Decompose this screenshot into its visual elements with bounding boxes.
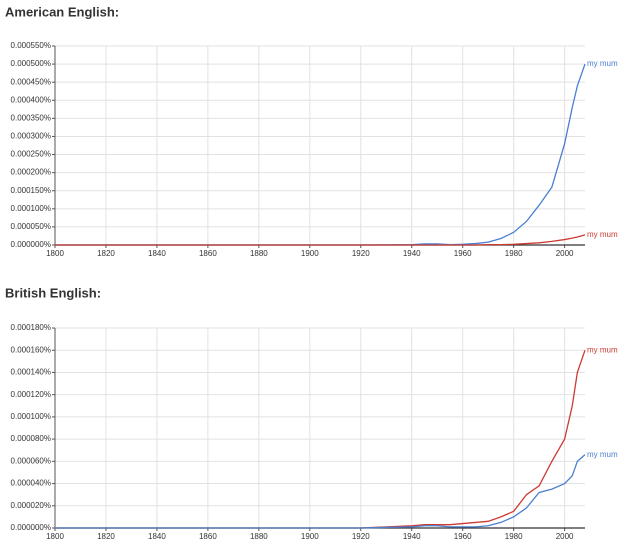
y-tick-label: 0.000150% xyxy=(11,186,51,195)
x-tick-label: 1880 xyxy=(250,532,268,541)
y-tick-label: 0.000160% xyxy=(11,345,51,354)
x-tick-label: 1940 xyxy=(403,249,421,258)
series-label: my mum xyxy=(587,345,618,354)
x-tick-label: 1980 xyxy=(505,249,523,258)
x-tick-label: 1960 xyxy=(454,249,472,258)
y-tick-label: 0.000550% xyxy=(11,41,51,50)
x-tick-label: 1840 xyxy=(148,249,166,258)
y-tick-label: 0.000180% xyxy=(11,323,51,332)
series-label: my mum xyxy=(587,450,618,459)
x-tick-label: 1940 xyxy=(403,532,421,541)
x-tick-label: 1800 xyxy=(46,249,64,258)
x-tick-label: 1860 xyxy=(199,249,217,258)
x-tick-label: 1840 xyxy=(148,532,166,541)
y-tick-label: 0.000040% xyxy=(11,479,51,488)
y-tick-label: 0.000120% xyxy=(11,390,51,399)
x-tick-label: 1860 xyxy=(199,532,217,541)
y-tick-label: 0.000200% xyxy=(11,168,51,177)
x-tick-label: 1900 xyxy=(301,249,319,258)
series-line xyxy=(55,454,586,529)
y-tick-label: 0.000050% xyxy=(11,222,51,231)
y-tick-label: 0.000250% xyxy=(11,150,51,159)
y-tick-label: 0.000100% xyxy=(11,204,51,213)
y-tick-label: 0.000300% xyxy=(11,132,51,141)
y-tick-label: 0.000140% xyxy=(11,368,51,377)
y-tick-label: 0.000020% xyxy=(11,501,51,510)
x-tick-label: 1980 xyxy=(505,532,523,541)
y-tick-label: 0.000500% xyxy=(11,59,51,68)
y-tick-label: 0.000400% xyxy=(11,95,51,104)
x-tick-label: 1920 xyxy=(352,532,370,541)
x-tick-label: 1820 xyxy=(97,249,115,258)
series-line xyxy=(55,234,586,246)
x-tick-label: 1800 xyxy=(46,532,64,541)
y-tick-label: 0.000450% xyxy=(11,77,51,86)
x-tick-label: 1900 xyxy=(301,532,319,541)
y-tick-label: 0.000060% xyxy=(11,456,51,465)
y-tick-label: 0.000000% xyxy=(11,523,51,532)
x-tick-label: 2000 xyxy=(556,249,574,258)
x-tick-label: 1820 xyxy=(97,532,115,541)
y-tick-label: 0.000000% xyxy=(11,240,51,249)
x-tick-label: 1880 xyxy=(250,249,268,258)
y-tick-label: 0.000100% xyxy=(11,412,51,421)
x-tick-label: 2000 xyxy=(556,532,574,541)
series-label: my mum xyxy=(587,230,618,239)
chart-title: British English: xyxy=(5,285,101,300)
x-tick-label: 1960 xyxy=(454,532,472,541)
x-tick-label: 1920 xyxy=(352,249,370,258)
y-tick-label: 0.000080% xyxy=(11,434,51,443)
y-tick-label: 0.000350% xyxy=(11,113,51,122)
series-label: my mum xyxy=(587,59,618,68)
chart-title: American English: xyxy=(5,4,119,19)
